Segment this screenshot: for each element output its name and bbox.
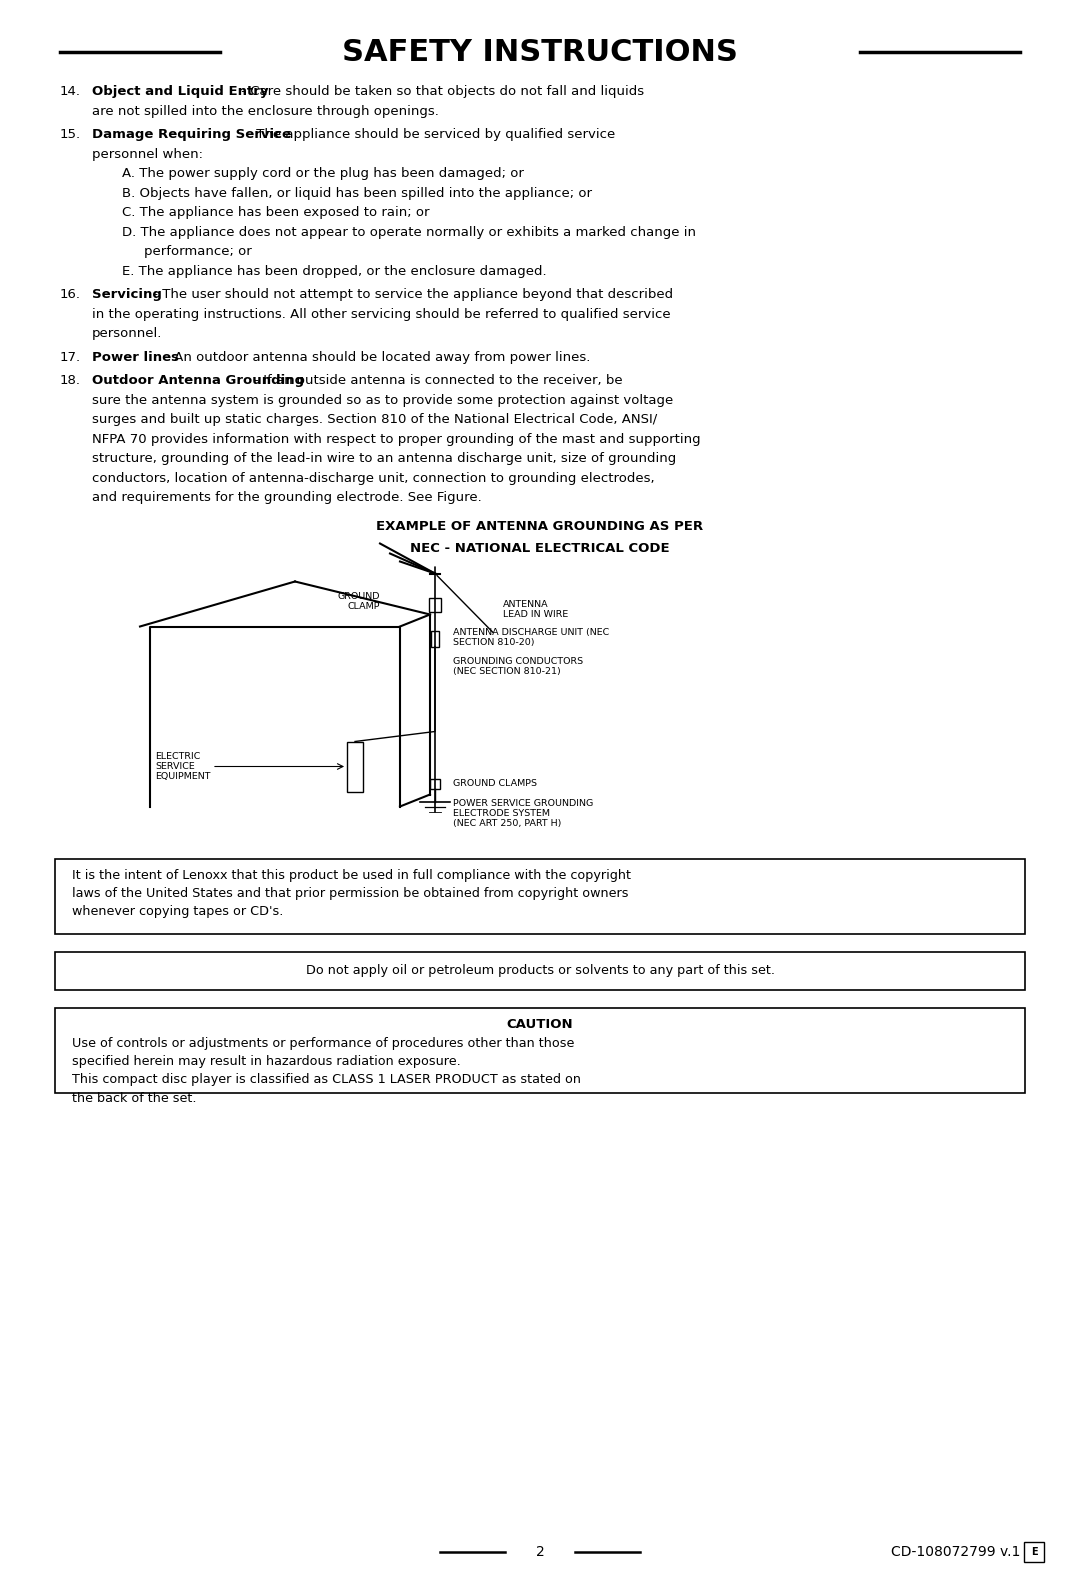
Text: surges and built up static charges. Section 810 of the National Electrical Code,: surges and built up static charges. Sect… (92, 412, 658, 427)
Text: Object and Liquid Entry: Object and Liquid Entry (92, 85, 269, 98)
Bar (429, 598, 441, 612)
Text: Do not apply oil or petroleum products or solvents to any part of this set.: Do not apply oil or petroleum products o… (306, 963, 774, 977)
Text: GROUNDING CONDUCTORS
(NEC SECTION 810-21): GROUNDING CONDUCTORS (NEC SECTION 810-21… (453, 656, 583, 677)
Text: and requirements for the grounding electrode. See Figure.: and requirements for the grounding elect… (92, 491, 482, 504)
Text: sure the antenna system is grounded so as to provide some protection against vol: sure the antenna system is grounded so a… (92, 394, 673, 406)
Text: B. Objects have fallen, or liquid has been spilled into the appliance; or: B. Objects have fallen, or liquid has be… (122, 186, 592, 200)
Text: performance; or: performance; or (144, 246, 252, 258)
Text: Servicing: Servicing (92, 288, 162, 301)
Text: ANTENNA
LEAD IN WIRE: ANTENNA LEAD IN WIRE (503, 600, 568, 619)
Text: A. The power supply cord or the plug has been damaged; or: A. The power supply cord or the plug has… (122, 167, 524, 179)
Text: 15.: 15. (60, 127, 81, 142)
Bar (431, 631, 438, 647)
Text: 16.: 16. (60, 288, 81, 301)
Text: ANTENNA DISCHARGE UNIT (NEC
SECTION 810-20): ANTENNA DISCHARGE UNIT (NEC SECTION 810-… (453, 628, 609, 647)
Text: It is the intent of Lenoxx that this product be used in full compliance with the: It is the intent of Lenoxx that this pro… (72, 869, 631, 918)
Text: CD-108072799 v.1: CD-108072799 v.1 (891, 1546, 1020, 1558)
Text: 17.: 17. (60, 351, 81, 364)
Text: ELECTRIC
SERVICE
EQUIPMENT: ELECTRIC SERVICE EQUIPMENT (156, 752, 211, 781)
Text: NFPA 70 provides information with respect to proper grounding of the mast and su: NFPA 70 provides information with respec… (92, 433, 701, 445)
Text: 2: 2 (536, 1546, 544, 1558)
Text: personnel when:: personnel when: (92, 148, 203, 161)
Text: CAUTION: CAUTION (507, 1017, 573, 1031)
Text: Outdoor Antenna Grounding: Outdoor Antenna Grounding (92, 375, 305, 387)
Text: personnel.: personnel. (92, 327, 162, 340)
Text: - The user should not attempt to service the appliance beyond that described: - The user should not attempt to service… (149, 288, 673, 301)
Text: NEC - NATIONAL ELECTRICAL CODE: NEC - NATIONAL ELECTRICAL CODE (410, 541, 670, 554)
Text: Damage Requiring Service: Damage Requiring Service (92, 127, 291, 142)
Text: GROUND CLAMPS: GROUND CLAMPS (453, 779, 537, 789)
Text: Use of controls or adjustments or performance of procedures other than those
spe: Use of controls or adjustments or perfor… (72, 1037, 581, 1105)
Text: 18.: 18. (60, 375, 81, 387)
Bar (1024, 1543, 1044, 1561)
Text: - Care should be taken so that objects do not fall and liquids: - Care should be taken so that objects d… (237, 85, 644, 98)
Bar (347, 741, 363, 792)
Text: E. The appliance has been dropped, or the enclosure damaged.: E. The appliance has been dropped, or th… (122, 264, 546, 277)
Text: are not spilled into the enclosure through openings.: are not spilled into the enclosure throu… (92, 104, 438, 118)
Text: SAFETY INSTRUCTIONS: SAFETY INSTRUCTIONS (342, 38, 738, 66)
Text: EXAMPLE OF ANTENNA GROUNDING AS PER: EXAMPLE OF ANTENNA GROUNDING AS PER (377, 519, 703, 532)
Text: structure, grounding of the lead-in wire to an antenna discharge unit, size of g: structure, grounding of the lead-in wire… (92, 452, 676, 464)
Text: E: E (1030, 1547, 1037, 1557)
Bar (430, 779, 440, 789)
Text: conductors, location of antenna-discharge unit, connection to grounding electrod: conductors, location of antenna-discharg… (92, 472, 654, 485)
Text: C. The appliance has been exposed to rain; or: C. The appliance has been exposed to rai… (122, 206, 430, 219)
Text: GROUND
CLAMP: GROUND CLAMP (337, 592, 380, 611)
Text: 14.: 14. (60, 85, 81, 98)
Text: POWER SERVICE GROUNDING
ELECTRODE SYSTEM
(NEC ART 250, PART H): POWER SERVICE GROUNDING ELECTRODE SYSTEM… (453, 798, 593, 828)
Text: in the operating instructions. All other servicing should be referred to qualifi: in the operating instructions. All other… (92, 307, 671, 321)
Text: D. The appliance does not appear to operate normally or exhibits a marked change: D. The appliance does not appear to oper… (122, 225, 696, 239)
Text: - An outdoor antenna should be located away from power lines.: - An outdoor antenna should be located a… (161, 351, 591, 364)
Text: Power lines: Power lines (92, 351, 179, 364)
Text: - If an outside antenna is connected to the receiver, be: - If an outside antenna is connected to … (249, 375, 622, 387)
Text: - The appliance should be serviced by qualified service: - The appliance should be serviced by qu… (243, 127, 616, 142)
